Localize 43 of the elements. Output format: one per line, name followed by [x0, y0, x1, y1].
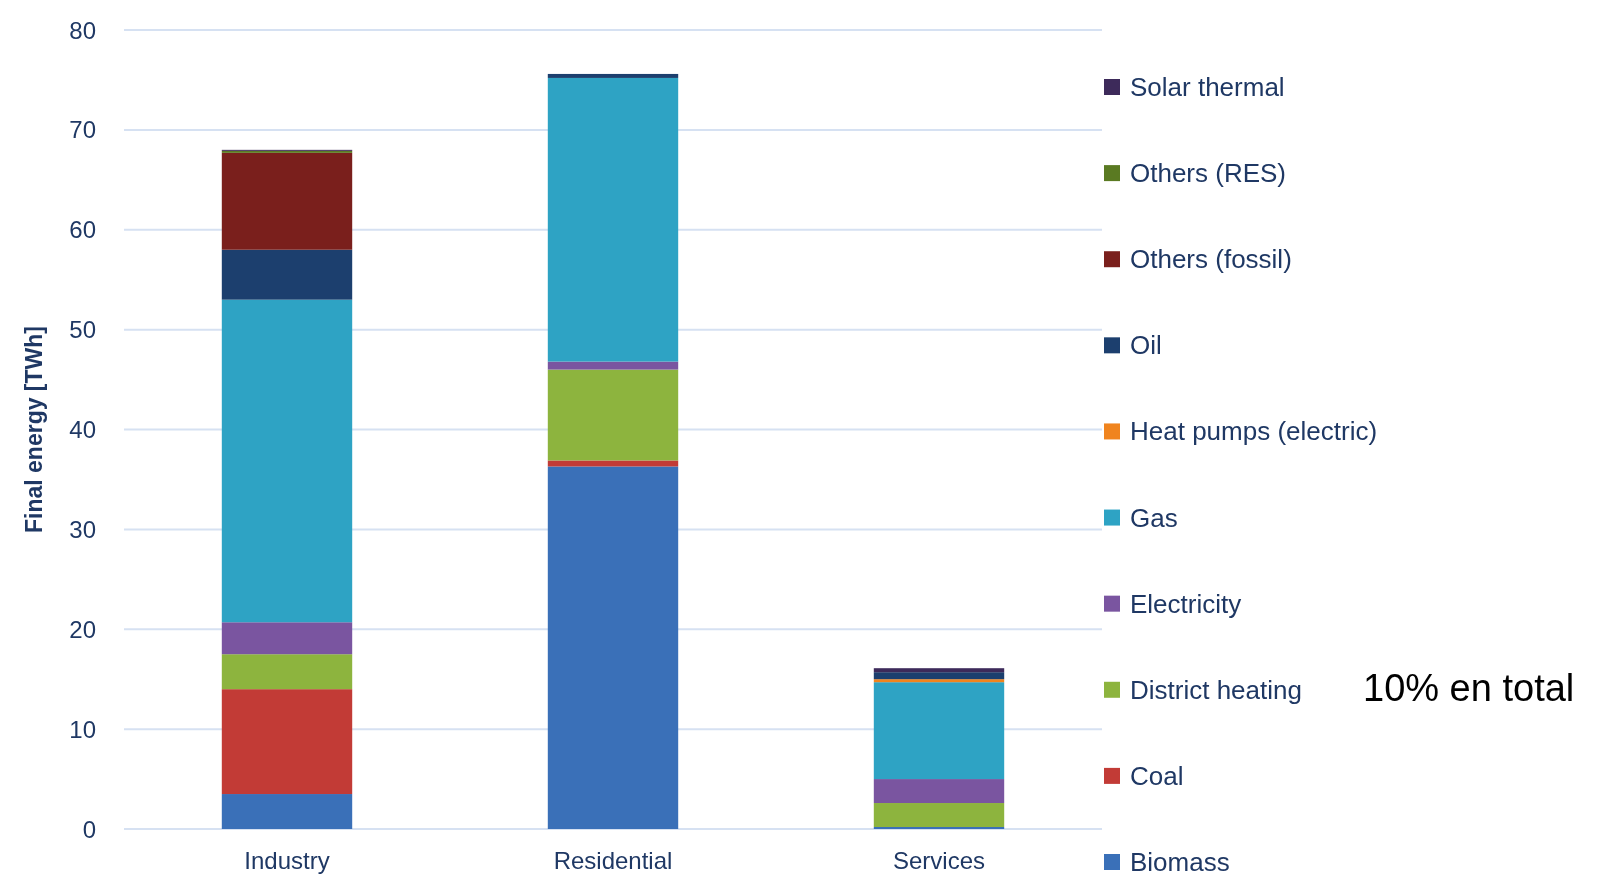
legend-label: District heating	[1130, 674, 1302, 705]
bar	[221, 299, 353, 623]
bar	[547, 361, 679, 370]
y-tick-label: 10	[69, 715, 96, 743]
bar	[221, 249, 353, 300]
y-tick-label: 80	[69, 16, 96, 44]
legend-label: Others (fossil)	[1130, 244, 1292, 275]
text: 10% en total	[1363, 667, 1575, 709]
bar	[873, 679, 1005, 683]
bar	[547, 369, 679, 461]
x-tick-label: Industry	[244, 847, 330, 874]
bar	[873, 779, 1005, 804]
bar	[547, 73, 679, 78]
bar	[547, 77, 679, 362]
bar	[873, 672, 1005, 680]
bar	[221, 654, 353, 690]
y-tick-label: 20	[69, 615, 96, 643]
legend-label: Electricity	[1130, 588, 1242, 619]
bar	[873, 668, 1005, 673]
bar	[221, 794, 353, 829]
legend-label: Solar thermal	[1130, 72, 1285, 102]
bar	[221, 152, 353, 250]
y-tick-label: 50	[69, 316, 96, 344]
bar	[873, 803, 1005, 827]
x-tick-label: Residential	[553, 847, 673, 874]
bar	[873, 682, 1005, 780]
legend-label: Others (RES)	[1130, 158, 1287, 189]
legend-label: Heat pumps (electric)	[1130, 416, 1378, 447]
y-tick-label: 30	[69, 515, 96, 543]
legend-label: Oil	[1130, 330, 1162, 361]
legend-label: Coal	[1130, 760, 1184, 791]
y-axis-title: Final energy [TWh]	[21, 326, 47, 533]
bar	[221, 689, 353, 795]
y-tick-label: 60	[69, 216, 96, 244]
x-tick-label: Services	[892, 847, 986, 874]
bar	[221, 622, 353, 655]
y-tick-label: 40	[69, 416, 96, 443]
y-tick-label: 0	[82, 815, 96, 843]
bar	[547, 460, 679, 467]
legend-label: Biomass	[1130, 847, 1230, 877]
legend-label: Gas	[1130, 502, 1178, 533]
y-tick-label: 70	[69, 116, 96, 144]
bar	[547, 466, 679, 829]
